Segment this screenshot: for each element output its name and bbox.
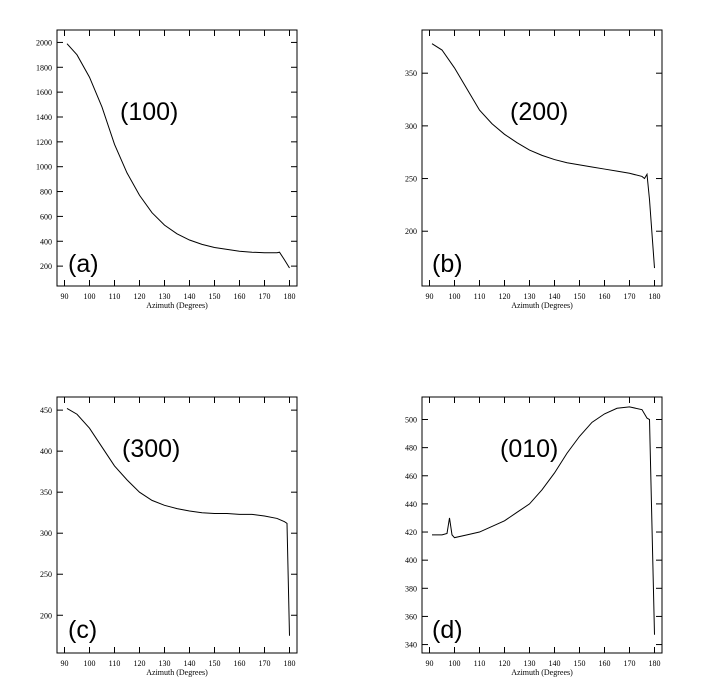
annotation: (200) xyxy=(510,98,568,126)
x-tick-label: 140 xyxy=(549,659,561,668)
x-tick-label: 150 xyxy=(574,659,586,668)
x-tick-label: 100 xyxy=(84,659,96,668)
x-axis-label: Azimuth (Degrees) xyxy=(511,668,573,677)
y-tick-label: 350 xyxy=(40,488,52,497)
x-tick-label: 150 xyxy=(209,659,221,668)
x-tick-label: 140 xyxy=(184,292,196,301)
y-tick-label: 440 xyxy=(405,500,417,509)
y-tick-label: 300 xyxy=(40,529,52,538)
annotation: (c) xyxy=(68,616,97,644)
y-tick-label: 1800 xyxy=(36,63,52,72)
y-tick-label: 200 xyxy=(405,227,417,236)
y-tick-label: 200 xyxy=(40,611,52,620)
y-tick-label: 360 xyxy=(405,612,417,621)
x-tick-label: 120 xyxy=(134,292,146,301)
x-tick-label: 90 xyxy=(426,659,434,668)
annotation: (d) xyxy=(432,616,463,644)
x-tick-label: 150 xyxy=(209,292,221,301)
y-tick-label: 800 xyxy=(40,188,52,197)
x-tick-label: 100 xyxy=(449,659,461,668)
y-tick-label: 500 xyxy=(405,416,417,425)
x-tick-label: 160 xyxy=(599,659,611,668)
x-tick-label: 110 xyxy=(109,292,121,301)
x-tick-label: 170 xyxy=(624,659,636,668)
y-tick-label: 420 xyxy=(405,528,417,537)
data-line xyxy=(432,406,655,635)
y-tick-label: 450 xyxy=(40,406,52,415)
x-tick-label: 140 xyxy=(549,292,561,301)
annotation: (b) xyxy=(432,250,463,278)
y-tick-label: 1000 xyxy=(36,163,52,172)
data-line xyxy=(431,43,655,269)
annotation: (300) xyxy=(122,435,180,463)
x-tick-label: 110 xyxy=(109,659,121,668)
x-tick-label: 160 xyxy=(234,292,246,301)
y-tick-label: 480 xyxy=(405,444,417,453)
plot-frame xyxy=(421,396,663,654)
y-tick-label: 1600 xyxy=(36,88,52,97)
annotation: (a) xyxy=(68,250,99,278)
y-tick-label: 400 xyxy=(405,556,417,565)
annotation: (100) xyxy=(120,98,178,126)
x-tick-label: 120 xyxy=(134,659,146,668)
data-line xyxy=(66,43,290,269)
x-tick-label: 170 xyxy=(259,292,271,301)
x-tick-label: 150 xyxy=(574,292,586,301)
plot-frame xyxy=(56,396,298,654)
annotation: (010) xyxy=(500,435,558,463)
x-tick-label: 110 xyxy=(474,659,486,668)
y-tick-label: 380 xyxy=(405,584,417,593)
y-tick-label: 340 xyxy=(405,641,417,650)
x-tick-label: 120 xyxy=(499,292,511,301)
x-tick-label: 160 xyxy=(599,292,611,301)
x-tick-label: 130 xyxy=(159,659,171,668)
x-tick-label: 130 xyxy=(524,659,536,668)
x-axis-label: Azimuth (Degrees) xyxy=(146,668,208,677)
y-tick-label: 460 xyxy=(405,472,417,481)
x-tick-label: 120 xyxy=(499,659,511,668)
y-tick-label: 300 xyxy=(405,122,417,131)
y-tick-label: 400 xyxy=(40,237,52,246)
x-tick-label: 180 xyxy=(284,659,296,668)
y-tick-label: 250 xyxy=(405,175,417,184)
y-tick-label: 1400 xyxy=(36,113,52,122)
x-tick-label: 110 xyxy=(474,292,486,301)
x-axis-label: Azimuth (Degrees) xyxy=(511,301,573,310)
y-tick-label: 200 xyxy=(40,262,52,271)
x-tick-label: 180 xyxy=(284,292,296,301)
y-tick-label: 2000 xyxy=(36,38,52,47)
plot-frame xyxy=(56,29,298,287)
x-tick-label: 160 xyxy=(234,659,246,668)
y-tick-label: 1200 xyxy=(36,138,52,147)
x-tick-label: 180 xyxy=(649,292,661,301)
y-tick-label: 400 xyxy=(40,447,52,456)
x-tick-label: 170 xyxy=(259,659,271,668)
data-line xyxy=(66,408,290,636)
x-tick-label: 140 xyxy=(184,659,196,668)
x-tick-label: 100 xyxy=(449,292,461,301)
x-tick-label: 90 xyxy=(426,292,434,301)
plot-frame xyxy=(421,29,663,287)
x-tick-label: 130 xyxy=(159,292,171,301)
x-axis-label: Azimuth (Degrees) xyxy=(146,301,208,310)
x-tick-label: 90 xyxy=(61,292,69,301)
x-tick-label: 180 xyxy=(649,659,661,668)
x-tick-label: 90 xyxy=(61,659,69,668)
y-tick-label: 600 xyxy=(40,212,52,221)
y-tick-label: 350 xyxy=(405,69,417,78)
x-tick-label: 170 xyxy=(624,292,636,301)
y-tick-label: 250 xyxy=(40,570,52,579)
x-tick-label: 130 xyxy=(524,292,536,301)
x-tick-label: 100 xyxy=(84,292,96,301)
